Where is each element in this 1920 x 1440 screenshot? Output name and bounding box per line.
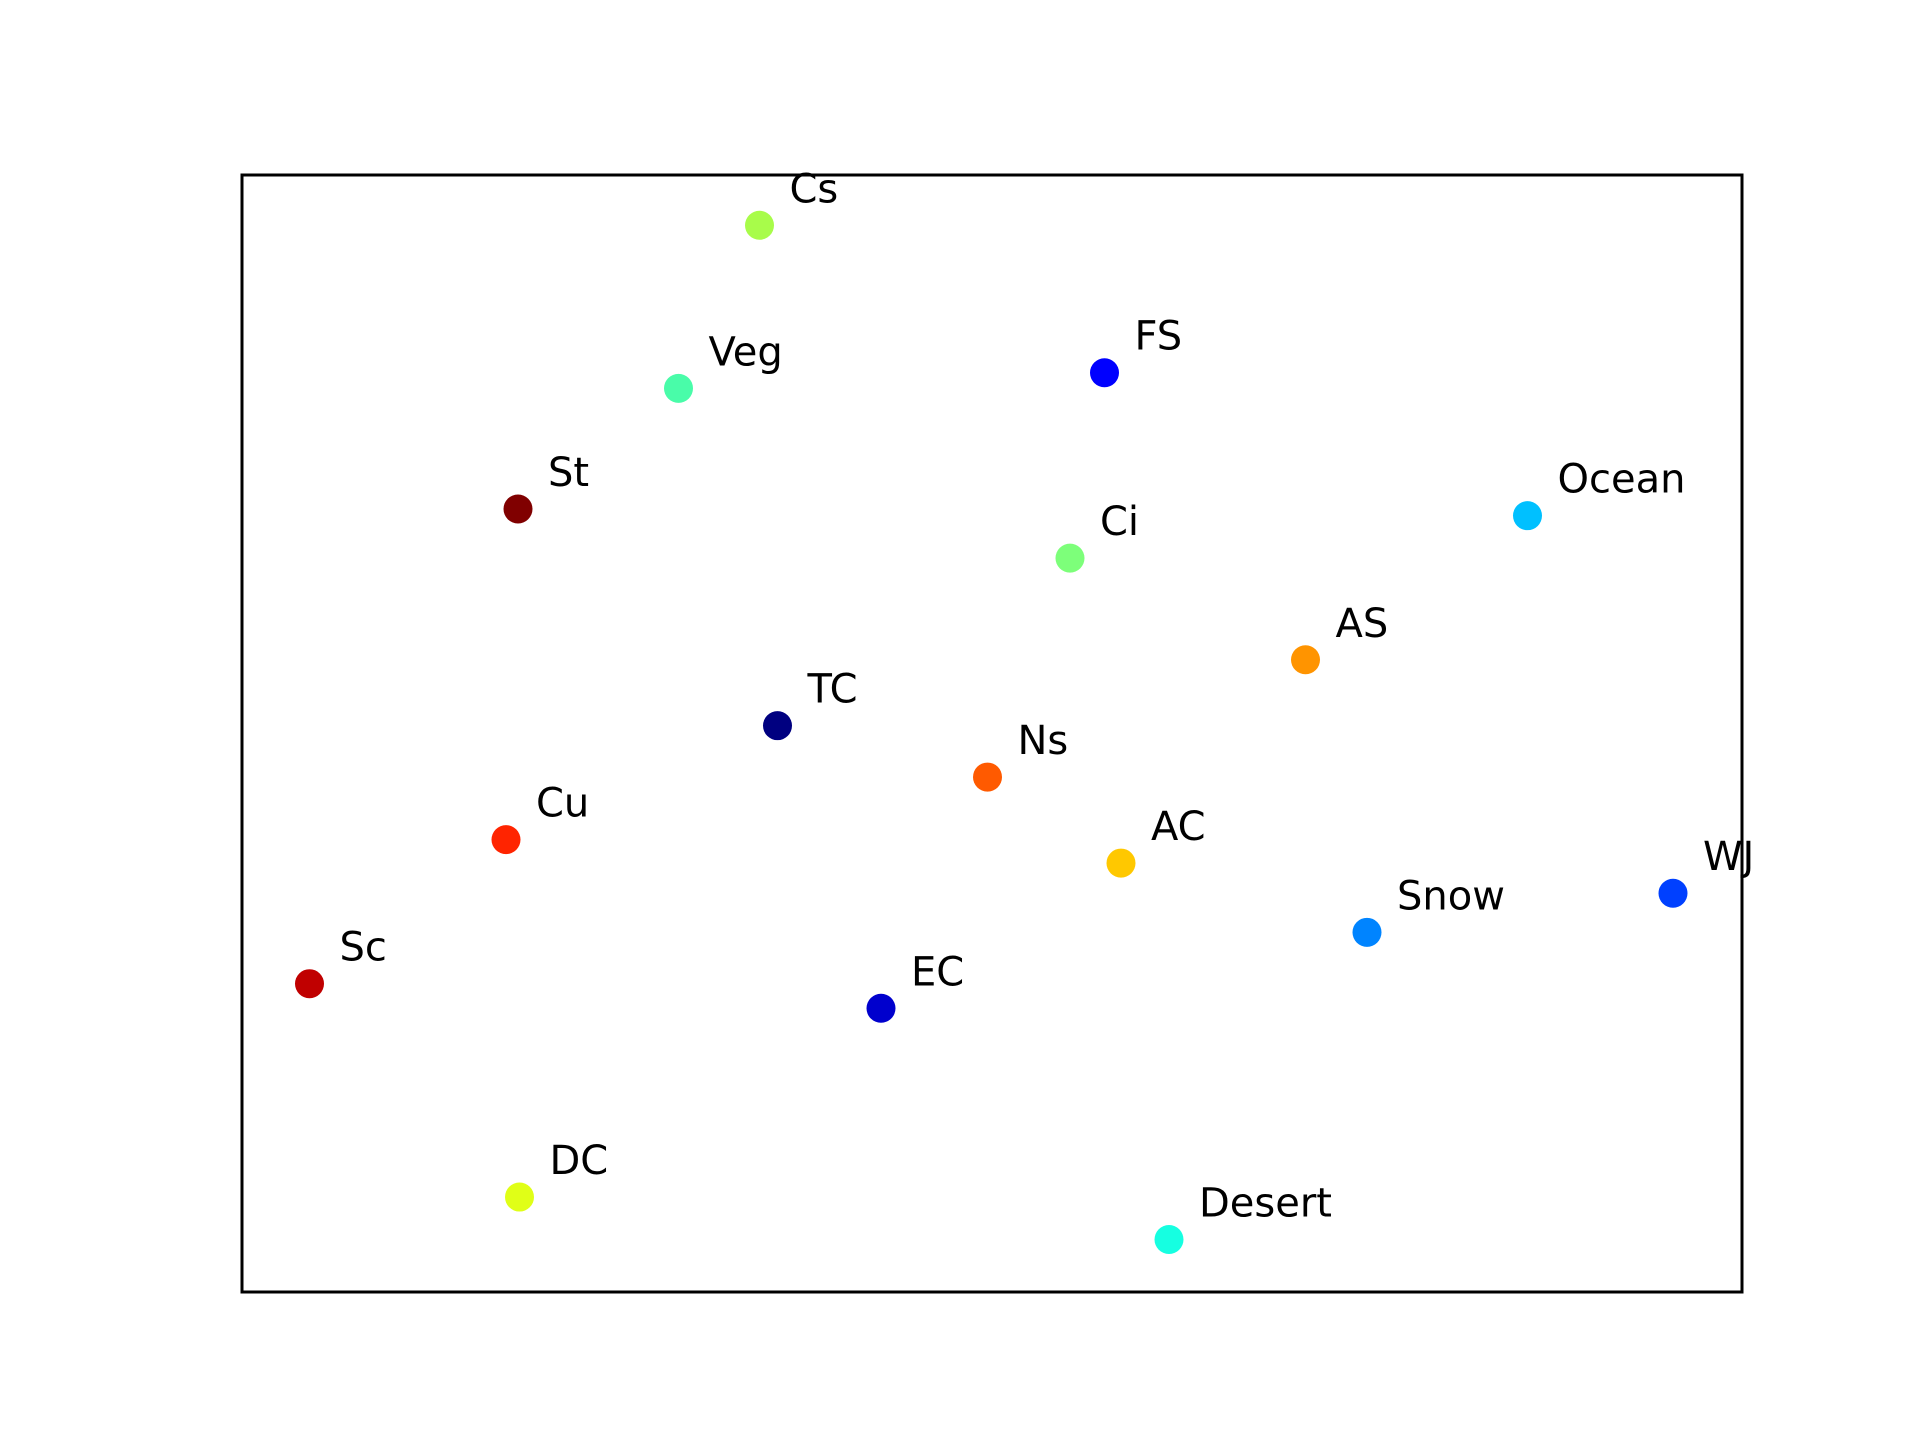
point-label-ac: AC: [1151, 804, 1206, 850]
point-label-veg: Veg: [709, 329, 783, 375]
point-snow: [1352, 917, 1382, 947]
labels-layer: Cs Veg FS St Ocean Ci AS TC Ns Cu AC WJ Snow Sc EC DC De…: [340, 166, 1755, 1226]
point-label-cu: Cu: [536, 781, 589, 827]
point-ocean: [1513, 501, 1542, 531]
point-label-dc: DC: [550, 1138, 609, 1184]
point-fs: [1090, 358, 1119, 388]
point-veg: [664, 373, 693, 403]
point-desert: [1154, 1225, 1184, 1255]
point-label-st: St: [548, 450, 589, 496]
point-wj: [1658, 878, 1688, 908]
point-as: [1291, 645, 1320, 675]
point-label-ocean: Ocean: [1558, 457, 1686, 503]
points-layer: [295, 210, 1688, 1255]
point-label-ec: EC: [911, 949, 964, 995]
point-label-ns: Ns: [1018, 718, 1069, 764]
point-ac: [1106, 848, 1136, 878]
point-cu: [491, 825, 521, 855]
point-label-ci: Ci: [1100, 499, 1139, 545]
point-tc: [763, 711, 792, 741]
point-label-as: AS: [1336, 601, 1389, 647]
point-label-tc: TC: [807, 667, 858, 713]
point-label-snow: Snow: [1397, 873, 1505, 919]
point-ci: [1055, 543, 1085, 573]
point-dc: [505, 1182, 534, 1212]
point-label-desert: Desert: [1199, 1181, 1332, 1227]
point-label-wj: WJ: [1703, 834, 1754, 880]
point-ns: [973, 762, 1002, 792]
point-label-cs: Cs: [790, 166, 839, 212]
point-st: [503, 494, 533, 524]
point-label-fs: FS: [1135, 314, 1183, 360]
axes-frame: [240, 173, 1744, 1294]
point-sc: [295, 969, 324, 999]
point-ec: [866, 993, 896, 1023]
point-label-sc: Sc: [340, 925, 387, 971]
point-cs: [745, 210, 774, 240]
